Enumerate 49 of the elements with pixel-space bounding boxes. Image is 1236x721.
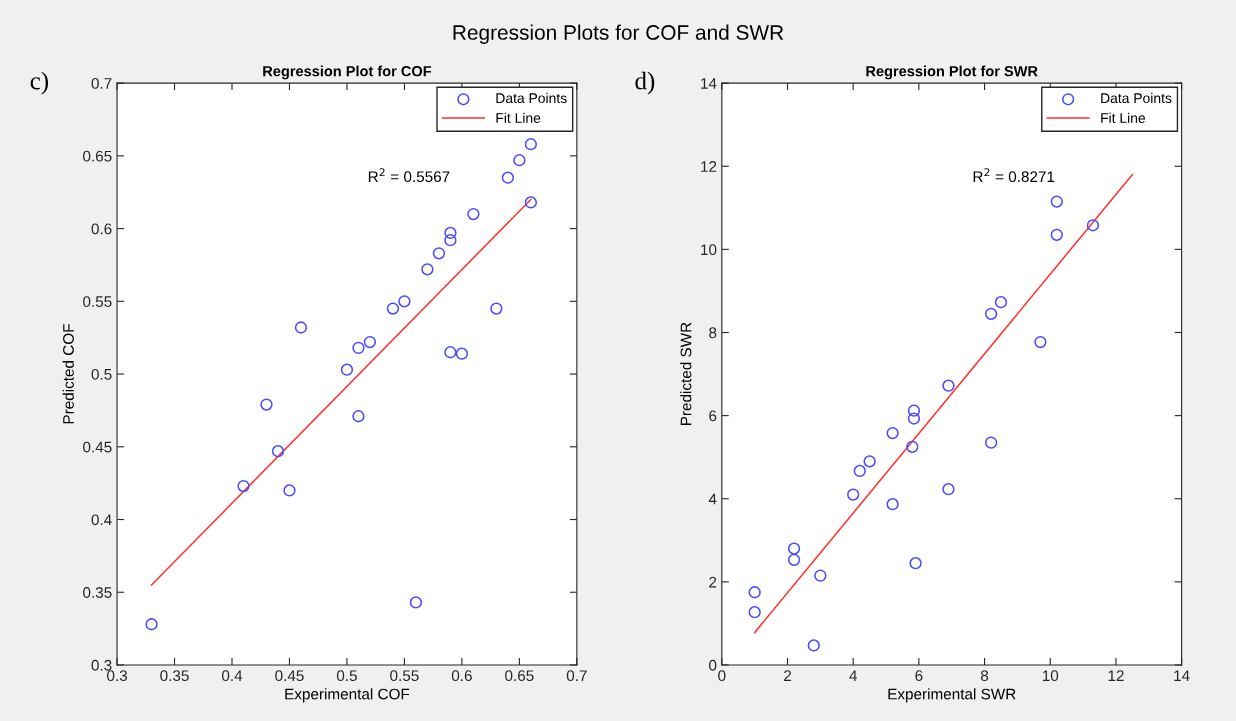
x-tick-label: 0.55 [390,670,419,682]
x-tick-label: 10 [1042,670,1059,682]
text: d) [635,71,655,95]
y-tick-label: 0.4 [91,514,112,526]
x-axis-title: Experimental COF [285,688,410,703]
y-axis-title: Predicted COF [62,324,74,424]
x-tick-label: 0.7 [566,670,587,682]
legend-label: Fit Line [496,112,541,123]
legend-label: Data Points [496,92,567,104]
x-tick-label: 0 [718,670,726,682]
y-tick-label: 0.7 [91,78,112,89]
annotation: R$^{2}$ = 0.8271 [973,168,1055,183]
x-tick-label: 12 [1108,670,1124,681]
y-tick-label: 6 [709,410,717,422]
chart-title: Regression Plot for SWR [866,65,1038,80]
y-tick-label: 0.65 [83,150,112,162]
x-axis-title: Experimental SWR [888,688,1016,703]
y-tick-label: 0.6 [91,223,112,235]
x-tick-label: 2 [784,670,791,681]
chart-title: Regression Plot for COF [263,65,432,80]
y-tick-label: 10 [701,244,717,256]
y-tick-label: 0.5 [91,368,112,380]
y-tick-label: 12 [701,161,717,172]
x-tick-label: 0.6 [451,670,472,682]
x-tick-label: 0.4 [221,670,243,682]
x-tick-label: 0.45 [275,670,304,682]
legend-label: Data Points [1101,92,1172,104]
x-tick-label: 6 [915,670,923,682]
y-tick-label: 0.35 [83,587,112,598]
y-tick-label: 14 [701,78,717,89]
x-tick-label: 0.35 [160,670,189,682]
y-tick-label: 0.55 [83,296,112,308]
annotation: R$^{2}$ = 0.5567 [368,168,450,183]
x-tick-label: 14 [1174,670,1190,681]
x-tick-label: 0.65 [505,670,534,682]
y-tick-label: 0 [709,659,717,671]
text: c) [30,71,49,95]
y-tick-label: 0.45 [83,441,112,453]
x-tick-label: 0.5 [336,670,357,682]
x-tick-label: 8 [980,670,989,682]
y-axis-title: Predicted SWR [680,322,692,426]
y-tick-label: 4 [708,493,717,505]
y-tick-label: 8 [709,327,717,339]
x-tick-label: 4 [849,670,857,681]
text: Regression Plots for COF and SWR [453,24,784,44]
legend-label: Fit Line [1101,112,1146,123]
x-tick-label: 0.3 [107,670,127,682]
y-tick-label: 2 [709,576,717,588]
y-tick-label: 0.3 [91,659,112,671]
